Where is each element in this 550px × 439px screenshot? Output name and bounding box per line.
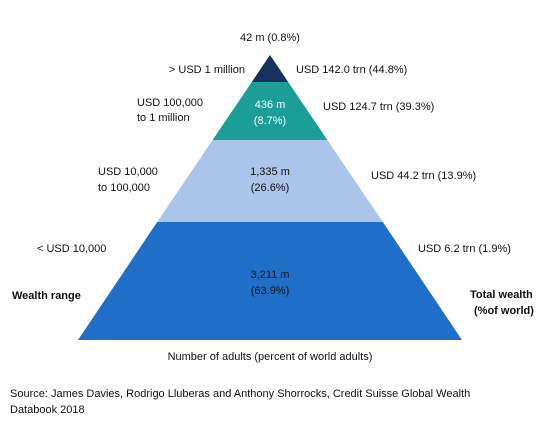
adults-label: (63.9%) — [251, 285, 290, 297]
range-label: to 100,000 — [98, 182, 150, 194]
range-label: < USD 10,000 — [37, 243, 106, 255]
range-label: to 1 million — [137, 112, 190, 124]
range-label: USD 100,000 — [137, 97, 203, 109]
wealth-label: USD 6.2 trn (1.9%) — [418, 243, 511, 255]
left-heading: Wealth range — [12, 290, 81, 302]
right-heading: Total wealth — [470, 289, 533, 301]
tier-top — [251, 55, 289, 82]
range-label: USD 10,000 — [98, 166, 158, 178]
adults-label: 1,335 m — [250, 166, 290, 178]
wealth-label: USD 124.7 trn (39.3%) — [323, 101, 434, 113]
tier-2 — [212, 82, 328, 140]
adults-label: 3,211 m — [251, 269, 290, 281]
source: Databook 2018 — [10, 404, 85, 416]
adults-label: 42 m (0.8%) — [240, 32, 300, 44]
wealth-label: USD 44.2 trn (13.9%) — [371, 170, 476, 182]
adults-label: 436 m — [255, 99, 286, 111]
tier-bottom — [78, 222, 462, 340]
tier-3 — [157, 140, 383, 222]
source: Source: James Davies, Rodrigo Lluberas a… — [10, 388, 470, 400]
bottom-caption: Number of adults (percent of world adult… — [168, 351, 373, 363]
wealth-label: USD 142.0 trn (44.8%) — [296, 64, 407, 76]
right-heading: (%of world) — [474, 305, 534, 317]
range-label: > USD 1 million — [169, 64, 245, 76]
adults-label: (8.7%) — [254, 115, 286, 127]
adults-label: (26.6%) — [251, 182, 290, 194]
